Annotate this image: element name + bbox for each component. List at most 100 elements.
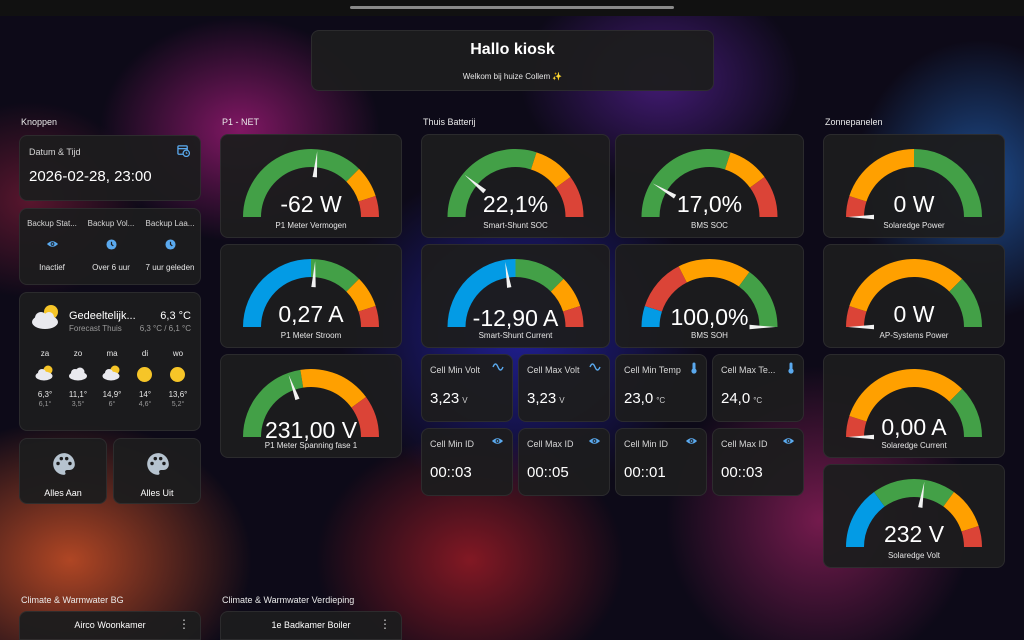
climate-card-badkamer-boiler[interactable]: 1e Badkamer Boiler ⋮: [220, 611, 402, 640]
section-title-batterij: Thuis Batterij: [423, 117, 476, 127]
sine-wave-icon: [492, 362, 504, 375]
weather-condition: Gedeeltelijk...: [69, 310, 136, 322]
section-title-climate-bg: Climate & Warmwater BG: [21, 595, 124, 605]
sensor-cell-max-id[interactable]: Cell Max ID 00::05: [518, 428, 610, 496]
gauge-segment: [644, 266, 687, 312]
sensor-value: 3,23: [430, 390, 460, 407]
sensor-unit: V: [559, 396, 565, 405]
forecast-day-label: zo: [73, 349, 83, 358]
sensor-cell-max-temp[interactable]: Cell Max Te... 24,0 °C: [712, 354, 804, 422]
section-title-knoppen: Knoppen: [21, 117, 58, 127]
gauge-value: 231,00 V: [264, 417, 358, 443]
gauge-segment: [243, 259, 311, 327]
sensor-cell-max-volt[interactable]: Cell Max Volt 3,23 V: [518, 354, 610, 422]
gauge-p1-current[interactable]: 0,27 A P1 Meter Stroom: [220, 244, 402, 348]
gauge-bms-soc[interactable]: 17,0% BMS SOC: [615, 134, 804, 238]
gauge-segment: [849, 149, 914, 202]
forecast-high: 6,3°: [37, 390, 53, 399]
weather-range: 6,3 °C / 6,1 °C: [139, 324, 191, 333]
partly-cloudy-night-icon: [29, 303, 63, 336]
backup-last-name: Backup Laa...: [145, 219, 195, 228]
sensor-name: Cell Max Volt: [527, 365, 580, 375]
backup-last-tile[interactable]: Backup Laa... 7 uur geleden: [142, 209, 198, 279]
cloudy-icon: [62, 364, 94, 386]
forecast-low: 6°: [108, 401, 116, 408]
gauge-segment: [563, 305, 584, 327]
sensor-cell-min-id[interactable]: Cell Min ID 00::03: [421, 428, 513, 496]
palette-icon: [51, 451, 79, 477]
gauge-solaredge-volt[interactable]: 232 V Solaredge Volt: [823, 464, 1005, 568]
gauge-bms-soh[interactable]: 100,0% BMS SOH: [615, 244, 804, 348]
sensor-bms-cell-max-id[interactable]: Cell Max ID 00::03: [712, 428, 804, 496]
gauge-value: -62 W: [280, 191, 342, 217]
gauge-segment: [346, 168, 376, 202]
gauge-segment: [678, 259, 750, 287]
gauge-label: BMS SOC: [691, 221, 728, 230]
all-on-button[interactable]: Alles Aan: [19, 438, 107, 504]
drag-handle[interactable]: [350, 6, 674, 9]
gauge-value: 232 V: [883, 521, 945, 547]
gauge-arc: [641, 259, 778, 330]
gauge-arc: [243, 149, 379, 217]
forecast-day: wo 13,6° 5,2°: [162, 349, 194, 408]
forecast-day: zo 11,1° 3,5°: [62, 349, 94, 408]
gauge-p1-power[interactable]: -62 W P1 Meter Vermogen: [220, 134, 402, 238]
thermometer-icon: [787, 362, 795, 377]
gauge-shunt-current[interactable]: -12,90 A Smart-Shunt Current: [421, 244, 610, 348]
gauge-needle: [749, 324, 776, 330]
forecast-day: di 14° 4,6°: [129, 349, 161, 408]
gauge-label: Smart-Shunt SOC: [483, 221, 548, 230]
thermometer-icon: [690, 362, 698, 377]
gauge-needle: [918, 481, 925, 508]
gauge-solaredge-power[interactable]: 0 W Solaredge Power: [823, 134, 1005, 238]
gauge-label: Solaredge Current: [881, 441, 947, 450]
gauge-label: P1 Meter Vermogen: [275, 221, 347, 230]
gauge-shunt-soc[interactable]: 22,1% Smart-Shunt SOC: [421, 134, 610, 238]
sensor-cell-min-temp[interactable]: Cell Min Temp 23,0 °C: [615, 354, 707, 422]
backup-volume-name: Backup Vol...: [87, 219, 135, 228]
gauge-segment: [346, 278, 376, 312]
climate-card-airco-woonkamer[interactable]: Airco Woonkamer ⋮: [19, 611, 201, 640]
forecast-low: 6,1°: [38, 401, 52, 408]
all-off-button[interactable]: Alles Uit: [113, 438, 201, 504]
gauge-label: BMS SOH: [691, 331, 728, 340]
eye-icon: [685, 436, 698, 449]
weather-card[interactable]: Gedeeltelijk... Forecast Thuis 6,3 °C 6,…: [19, 292, 201, 431]
sensor-unit: °C: [753, 396, 763, 405]
eye-icon: [491, 436, 504, 449]
backup-status-tile[interactable]: Backup Stat... Inactief: [24, 209, 80, 279]
gauge-segment: [311, 259, 360, 292]
gauge-segment: [949, 388, 982, 437]
weather-temperature: 6,3 °C: [160, 310, 191, 322]
gauge-needle: [848, 324, 874, 330]
sensor-value: 3,23: [527, 390, 557, 407]
sensor-name: Cell Min ID: [624, 439, 669, 449]
sensor-value-wrap: 00::05: [527, 464, 569, 481]
sensor-name: Cell Max ID: [721, 439, 768, 449]
sensor-value: 00::05: [527, 464, 569, 481]
gauge-solaredge-current[interactable]: 0,00 A Solaredge Current: [823, 354, 1005, 458]
sensor-bms-cell-min-id[interactable]: Cell Min ID 00::01: [615, 428, 707, 496]
sunny-icon: [129, 364, 161, 386]
eye-icon: [24, 239, 80, 252]
forecast-low: 3,5°: [71, 401, 85, 408]
gauge-value: 0,00 A: [881, 414, 947, 440]
forecast-high: 13,6°: [168, 390, 188, 399]
more-vert-icon[interactable]: ⋮: [379, 617, 391, 631]
gauge-segment: [641, 149, 731, 217]
sensor-unit: °C: [656, 396, 666, 405]
gauge-arc: [846, 259, 982, 330]
forecast-day-label: di: [141, 349, 149, 358]
gauge-segment: [515, 259, 564, 292]
gauge-segment: [846, 415, 867, 437]
datetime-card[interactable]: Datum & Tijd 2026-02-28, 23:00: [19, 135, 201, 201]
gauge-arc: [846, 369, 982, 440]
gauge-p1-voltage[interactable]: 231,00 V P1 Meter Spanning fase 1: [220, 354, 402, 458]
gauge-label: Solaredge Volt: [887, 551, 941, 560]
forecast-low: 5,2°: [171, 401, 185, 408]
more-vert-icon[interactable]: ⋮: [178, 617, 190, 631]
gauge-segment: [914, 149, 982, 217]
backup-volume-tile[interactable]: Backup Vol... Over 6 uur: [83, 209, 139, 279]
gauge-ap-systems-power[interactable]: 0 W AP-Systems Power: [823, 244, 1005, 348]
sensor-cell-min-volt[interactable]: Cell Min Volt 3,23 V: [421, 354, 513, 422]
